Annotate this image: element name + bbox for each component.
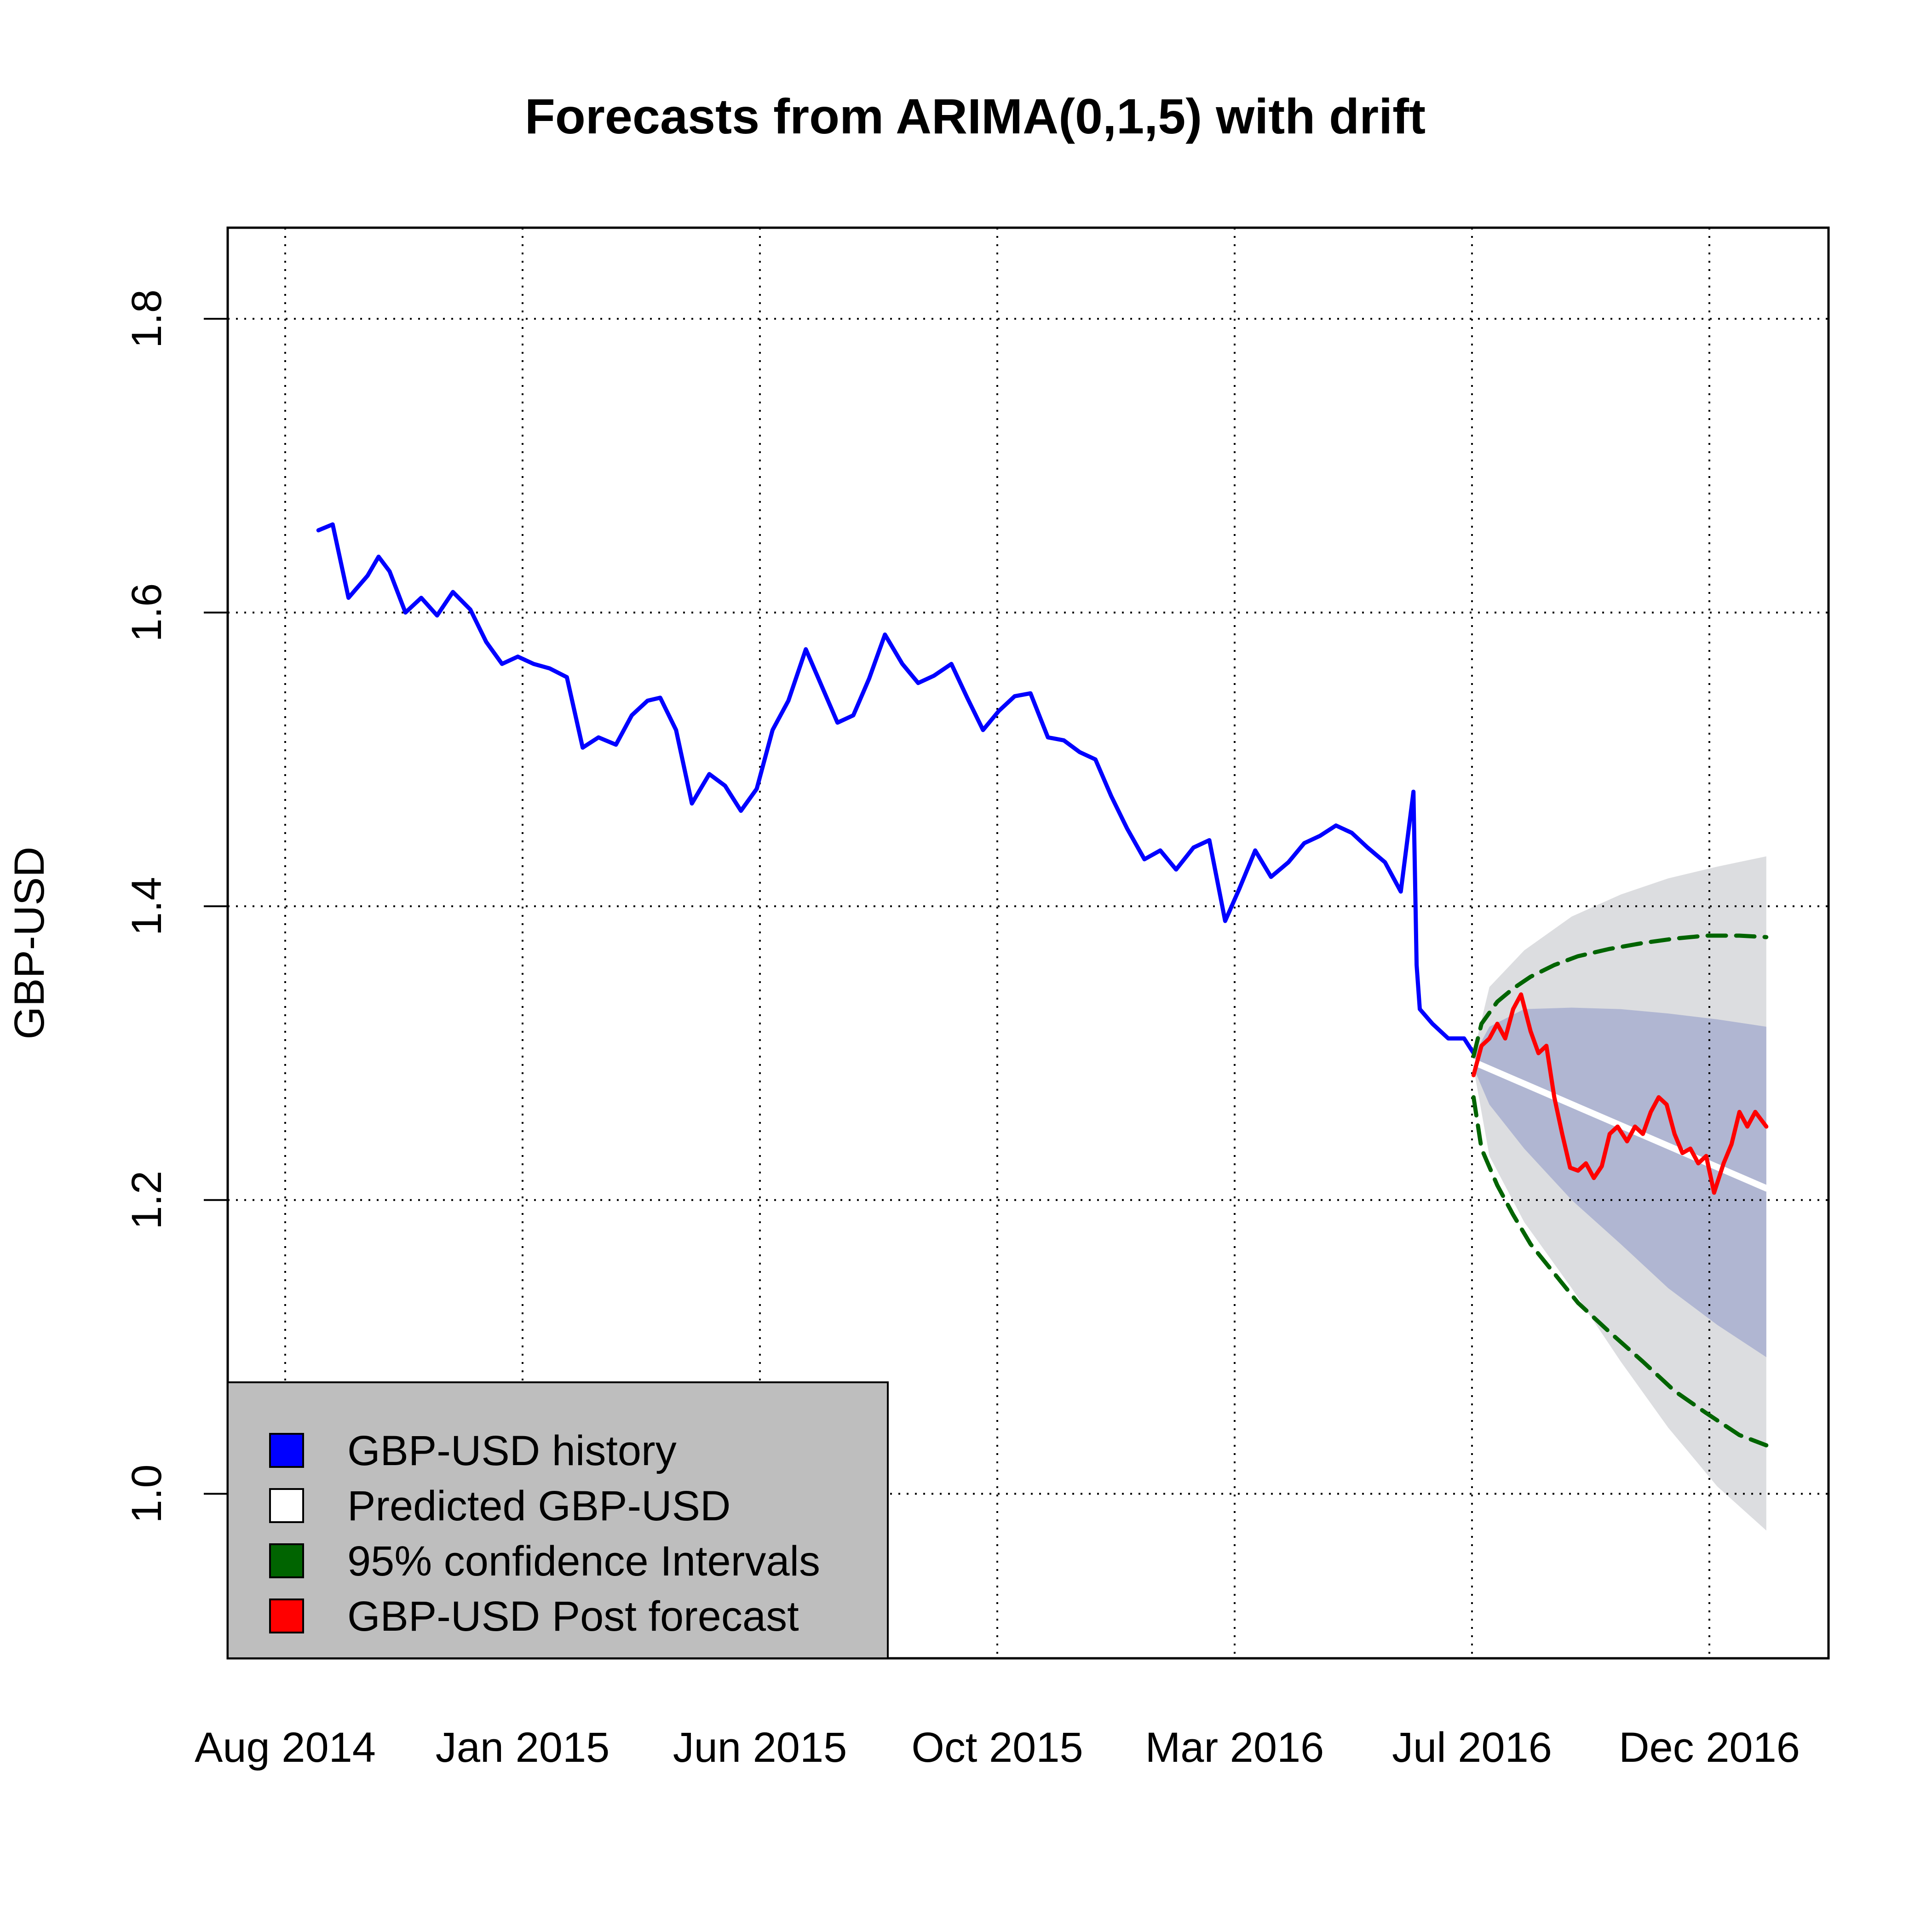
x-tick-label: Dec 2016 bbox=[1619, 1724, 1800, 1771]
plot-area: Aug 2014 Jan 2015 Jun 2015 Oct 2015 Mar 2016… bbox=[123, 226, 1830, 1771]
legend-box bbox=[227, 1381, 889, 1659]
chart-title: Forecasts from ARIMA(0,1,5) with drift bbox=[525, 88, 1426, 144]
legend-swatch bbox=[269, 1433, 304, 1468]
legend-label: 95% confidence Intervals bbox=[347, 1538, 820, 1585]
y-axis-label: GBP-USD bbox=[6, 846, 53, 1039]
x-tick-label: Jul 2016 bbox=[1392, 1724, 1552, 1771]
y-tick-label: 1.2 bbox=[123, 1171, 170, 1230]
legend-swatch bbox=[269, 1598, 304, 1633]
x-tick-label: Oct 2015 bbox=[911, 1724, 1083, 1771]
legend-swatch bbox=[269, 1543, 304, 1578]
plot-border bbox=[226, 226, 1830, 1660]
y-tick-label: 1.6 bbox=[123, 583, 170, 642]
predicted-line bbox=[1470, 1058, 1770, 1192]
ci95-upper-line bbox=[1471, 933, 1769, 1058]
y-tick-label: 1.8 bbox=[123, 289, 170, 348]
x-tick-label: Jun 2015 bbox=[673, 1724, 847, 1771]
x-tick-label: Mar 2016 bbox=[1145, 1724, 1324, 1771]
legend-label: Predicted GBP-USD bbox=[347, 1483, 730, 1530]
legend-label: GBP-USD history bbox=[347, 1427, 677, 1474]
x-tick-label: Jan 2015 bbox=[436, 1724, 610, 1771]
legend-swatch bbox=[269, 1488, 304, 1523]
y-tick-label: 1.4 bbox=[123, 877, 170, 936]
history-line bbox=[316, 522, 1476, 1055]
post-forecast-line bbox=[1471, 992, 1769, 1195]
legend-label: GBP-USD Post forecast bbox=[347, 1593, 799, 1640]
x-tick-label: Aug 2014 bbox=[195, 1724, 376, 1771]
ci95-lower-line bbox=[1471, 1095, 1769, 1448]
legend: GBP-USD history Predicted GBP-USD 95% conf… bbox=[227, 1381, 889, 1659]
y-tick-label: 1.0 bbox=[123, 1464, 170, 1523]
